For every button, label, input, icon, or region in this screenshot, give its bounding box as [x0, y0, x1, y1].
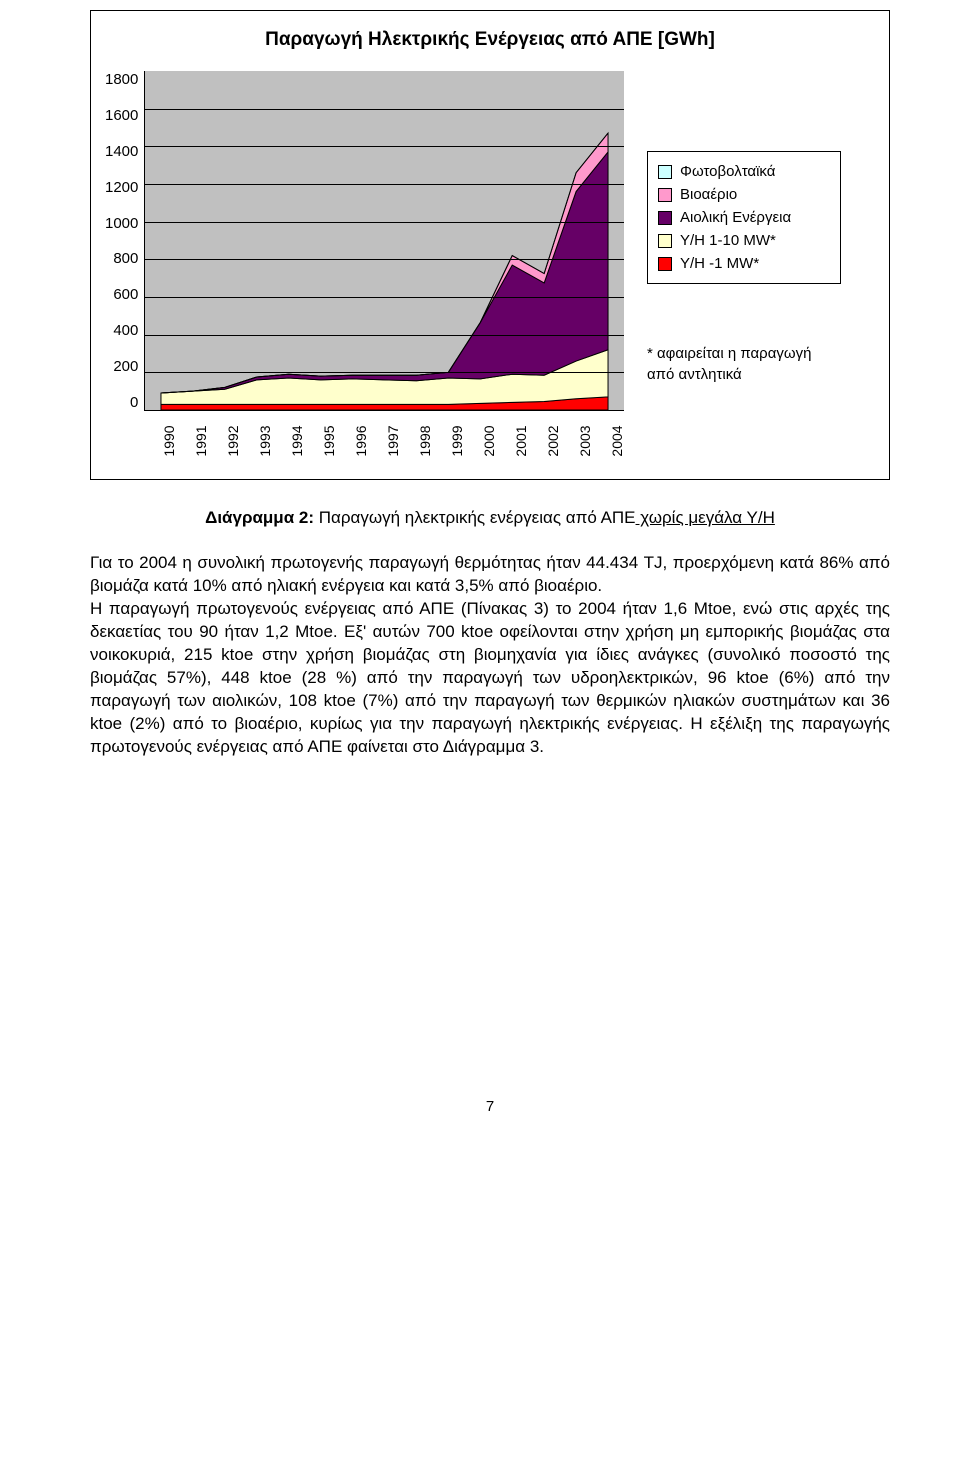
- chart-title: Παραγωγή Ηλεκτρικής Ενέργειας από ΑΠΕ [G…: [105, 29, 875, 51]
- figure-caption: Διάγραμμα 2: Παραγωγή ηλεκτρικής ενέργει…: [90, 508, 890, 528]
- gridline: [145, 335, 624, 336]
- y-tick: 600: [113, 286, 138, 303]
- stacked-area-svg: [145, 71, 624, 410]
- legend-label: Βιοαέριο: [680, 186, 737, 203]
- chart-container: Παραγωγή Ηλεκτρικής Ενέργειας από ΑΠΕ [G…: [90, 10, 890, 480]
- legend-label: Αιολική Ενέργεια: [680, 209, 791, 226]
- y-tick: 200: [113, 358, 138, 375]
- legend-item: Αιολική Ενέργεια: [658, 206, 830, 229]
- y-tick: 1800: [105, 71, 138, 88]
- legend-swatch: [658, 257, 672, 271]
- y-tick: 1400: [105, 143, 138, 160]
- legend-swatch: [658, 234, 672, 248]
- legend-item: Φωτοβολταϊκά: [658, 160, 830, 183]
- gridline: [145, 222, 624, 223]
- gridline: [145, 109, 624, 110]
- legend-swatch: [658, 165, 672, 179]
- y-axis: 1800 1600 1400 1200 1000 800 600 400 200 0: [105, 71, 144, 411]
- legend-item: Υ/Η 1-10 MW*: [658, 229, 830, 252]
- legend-item: Υ/Η -1 MW*: [658, 252, 830, 275]
- caption-underline: χωρίς μεγάλα Υ/Η: [636, 508, 775, 527]
- legend-label: Υ/Η 1-10 MW*: [680, 232, 776, 249]
- gridline: [145, 297, 624, 298]
- legend-swatch: [658, 188, 672, 202]
- legend-label: Φωτοβολταϊκά: [680, 163, 775, 180]
- x-tick: 2004: [593, 425, 641, 457]
- chart-footnote: * αφαιρείται η παραγωγή από αντλητικά: [647, 344, 841, 385]
- gridline: [145, 146, 624, 147]
- body-paragraph: Για το 2004 η συνολική πρωτογενής παραγω…: [90, 552, 890, 758]
- plot-area: [144, 71, 624, 411]
- gridline: [145, 372, 624, 373]
- y-tick: 1600: [105, 107, 138, 124]
- legend-item: Βιοαέριο: [658, 183, 830, 206]
- y-tick: 800: [113, 250, 138, 267]
- legend-swatch: [658, 211, 672, 225]
- y-tick: 1000: [105, 215, 138, 232]
- y-tick: 0: [130, 394, 138, 411]
- gridline: [145, 259, 624, 260]
- gridline: [145, 184, 624, 185]
- caption-lead: Διάγραμμα 2:: [205, 508, 314, 527]
- y-tick: 400: [113, 322, 138, 339]
- legend: Φωτοβολταϊκά Βιοαέριο Αιολική Ενέργεια Υ/Η …: [647, 151, 841, 284]
- page-number: 7: [90, 1098, 890, 1115]
- x-axis: 1990199119921993199419951996199719981999…: [153, 417, 633, 465]
- caption-text: Παραγωγή ηλεκτρικής ενέργειας από ΑΠΕ: [314, 508, 636, 527]
- y-tick: 1200: [105, 179, 138, 196]
- legend-label: Υ/Η -1 MW*: [680, 255, 759, 272]
